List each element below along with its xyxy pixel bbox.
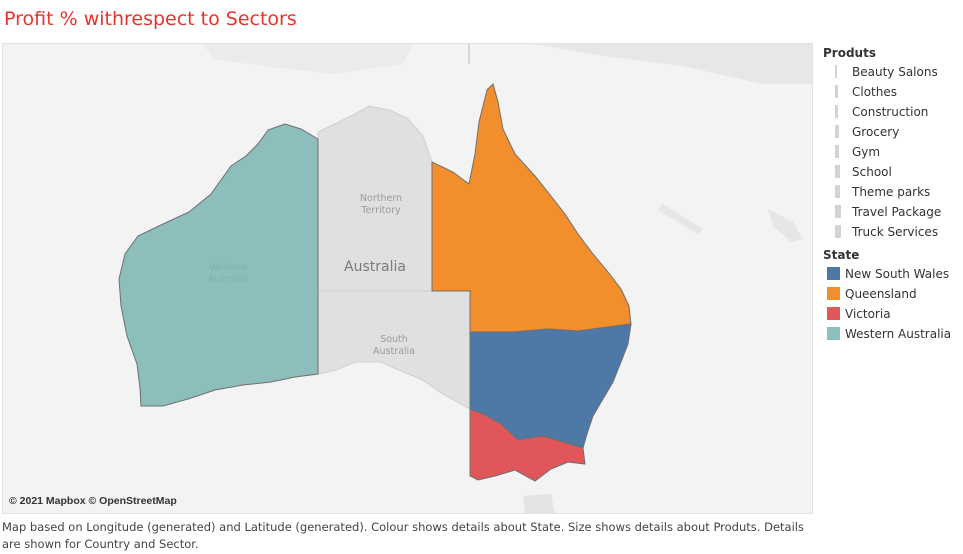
- size-bar-icon: [835, 185, 840, 198]
- label-western-australia-line2: Australia: [208, 275, 248, 285]
- size-legend-label: School: [852, 165, 892, 179]
- map-attribution[interactable]: © 2021 Mapbox © OpenStreetMap: [9, 495, 177, 507]
- size-legend-label: Beauty Salons: [852, 65, 938, 79]
- map-caption: Map based on Longitude (generated) and L…: [2, 520, 804, 551]
- state-legend-item[interactable]: Western Australia: [823, 324, 963, 344]
- region-western-australia[interactable]: [118, 123, 319, 407]
- state-legend-label: Queensland: [845, 287, 917, 301]
- label-south-australia-line2: Australia: [373, 346, 415, 357]
- size-bar-icon: [835, 85, 838, 98]
- region-victoria[interactable]: [469, 408, 586, 482]
- size-legend-item[interactable]: Gym: [823, 142, 963, 162]
- color-swatch-icon: [827, 267, 840, 280]
- label-western-australia-line1: Western: [210, 263, 247, 273]
- color-swatch-icon: [827, 327, 840, 340]
- land-tasmania: [523, 494, 555, 513]
- map-view[interactable]: Northern Territory Australia South Austr…: [2, 43, 813, 514]
- legend-panel: Produts Beauty Salons Clothes Construction…: [823, 44, 963, 344]
- label-northern-territory-line1: Northern: [360, 193, 402, 204]
- land-newzealand: [768, 209, 803, 242]
- map-canvas[interactable]: Northern Territory Australia South Austr…: [3, 44, 812, 513]
- size-legend-label: Travel Package: [852, 205, 942, 219]
- color-swatch-icon: [827, 287, 840, 300]
- state-legend-item[interactable]: Victoria: [823, 304, 963, 324]
- size-legend-item[interactable]: Beauty Salons: [823, 62, 963, 82]
- size-legend-item[interactable]: Construction: [823, 102, 963, 122]
- state-legend-title: State: [823, 248, 860, 262]
- land-indonesia: [203, 44, 413, 74]
- size-bar-icon: [835, 165, 840, 178]
- state-legend-list: New South Wales Queensland Victoria Western…: [823, 264, 963, 344]
- size-legend-item[interactable]: Truck Services: [823, 222, 963, 242]
- size-legend-label: Construction: [852, 105, 929, 119]
- state-legend-label: Victoria: [845, 307, 891, 321]
- chart-title: Profit % withrespect to Sectors: [4, 8, 297, 30]
- size-legend-label: Theme parks: [852, 185, 931, 199]
- label-country: Australia: [344, 259, 406, 275]
- land-newcaledonia: [658, 204, 703, 234]
- color-swatch-icon: [827, 307, 840, 320]
- size-legend-item[interactable]: Clothes: [823, 82, 963, 102]
- size-bar-icon: [835, 65, 837, 78]
- size-legend-item[interactable]: Travel Package: [823, 202, 963, 222]
- size-legend-label: Grocery: [852, 125, 900, 139]
- state-legend-item[interactable]: New South Wales: [823, 264, 963, 284]
- label-south-australia-line1: South: [380, 334, 408, 345]
- size-bar-icon: [835, 145, 839, 158]
- label-northern-territory-line2: Territory: [360, 205, 401, 216]
- size-legend-label: Truck Services: [852, 225, 939, 239]
- size-legend-label: Clothes: [852, 85, 897, 99]
- land-papua: [469, 44, 812, 84]
- state-legend-item[interactable]: Queensland: [823, 284, 963, 304]
- size-bar-icon: [835, 205, 841, 218]
- size-bar-icon: [835, 105, 838, 118]
- size-legend-title: Produts: [823, 46, 876, 60]
- state-legend-label: Western Australia: [845, 327, 952, 341]
- state-legend-label: New South Wales: [845, 267, 950, 281]
- size-legend-label: Gym: [852, 145, 881, 159]
- size-legend-item[interactable]: Grocery: [823, 122, 963, 142]
- size-legend-item[interactable]: Theme parks: [823, 182, 963, 202]
- size-legend-list: Beauty Salons Clothes Construction Grocery G…: [823, 62, 963, 242]
- size-bar-icon: [835, 125, 839, 138]
- size-legend-item[interactable]: School: [823, 162, 963, 182]
- size-bar-icon: [835, 225, 841, 238]
